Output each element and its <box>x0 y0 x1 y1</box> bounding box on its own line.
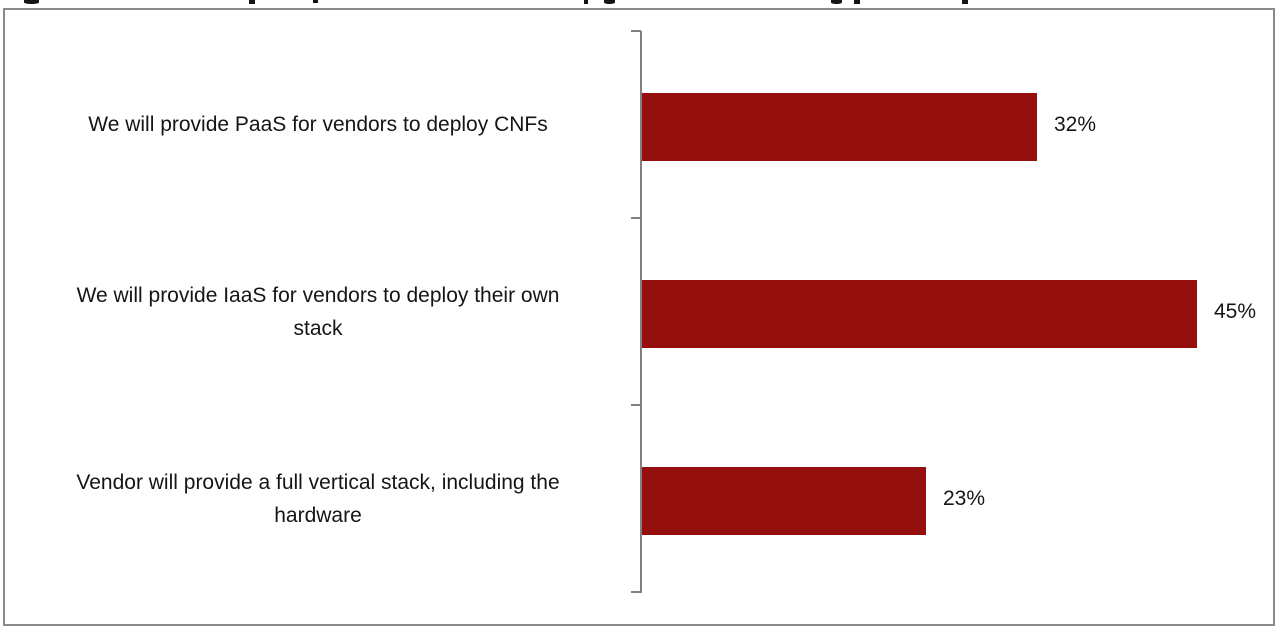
category-label: Vendor will provide a full vertical stac… <box>76 470 560 527</box>
axis-tick <box>631 217 641 219</box>
chart-row: We will provide PaaS for vendors to depl… <box>5 31 1273 218</box>
chart-row: We will provide IaaS for vendors to depl… <box>5 218 1273 405</box>
clipped-title <box>0 0 1280 6</box>
bar-1 <box>642 280 1197 348</box>
axis-tick <box>631 591 641 593</box>
bar-chart: We will provide PaaS for vendors to depl… <box>5 10 1273 624</box>
value-label-2: 23% <box>943 486 986 510</box>
clipped-title-fragment <box>831 0 842 4</box>
chart-row: Vendor will provide a full vertical stac… <box>5 405 1273 592</box>
category-label: We will provide IaaS for vendors to depl… <box>76 283 560 340</box>
chart-frame: We will provide PaaS for vendors to depl… <box>3 8 1275 626</box>
category-label: We will provide PaaS for vendors to depl… <box>88 113 548 136</box>
value-label-0: 32% <box>1054 112 1097 136</box>
bar-0 <box>642 93 1037 161</box>
category-axis-line <box>640 31 642 593</box>
axis-tick <box>631 404 641 406</box>
axis-tick <box>631 30 641 32</box>
clipped-title-fragment <box>249 0 255 4</box>
clipped-title-fragment <box>313 0 318 3</box>
clipped-title-fragment <box>24 0 39 4</box>
clipped-title-fragment <box>854 0 860 4</box>
clipped-title-fragment <box>584 0 588 4</box>
bar-2 <box>642 467 926 535</box>
clipped-title-fragment <box>962 0 968 4</box>
value-label-1: 45% <box>1214 299 1257 323</box>
clipped-title-fragment <box>604 0 615 4</box>
